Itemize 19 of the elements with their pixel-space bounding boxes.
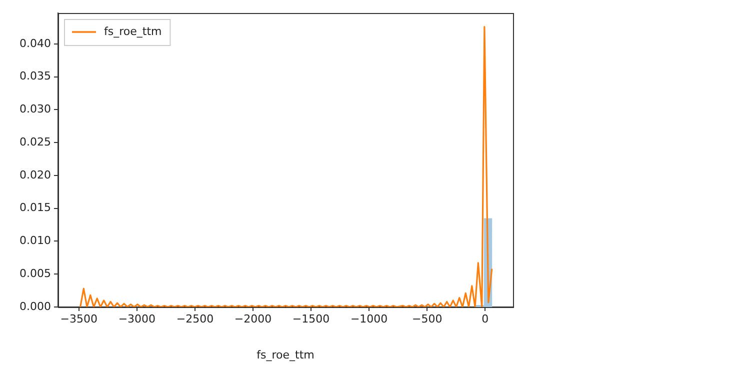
y-tick-label: 0.005 (20, 266, 51, 280)
y-tick-label: 0.025 (20, 135, 51, 148)
x-axis-title: fs_roe_ttm (256, 348, 314, 362)
x-tick-label: −500 (412, 312, 442, 326)
y-tick-label: 0.020 (20, 168, 51, 182)
y-tick-label: 0.015 (20, 201, 51, 214)
x-tick-label: −2000 (234, 312, 272, 326)
y-tick-label: 0.035 (20, 70, 51, 83)
y-tick-label: 0.030 (20, 102, 51, 116)
x-tick-label: −1000 (350, 312, 388, 326)
y-tick-label: 0.010 (20, 234, 51, 248)
x-tick-label: −3000 (118, 312, 156, 326)
y-tick-label: 0.040 (20, 36, 51, 50)
x-tick-label: −3500 (60, 312, 98, 326)
x-tick-label: 0 (482, 312, 489, 326)
legend-label: fs_roe_ttm (104, 24, 162, 38)
x-tick-label: −2500 (176, 312, 214, 326)
y-tick-label: 0.000 (20, 300, 51, 313)
x-tick-label: −1500 (292, 312, 330, 326)
